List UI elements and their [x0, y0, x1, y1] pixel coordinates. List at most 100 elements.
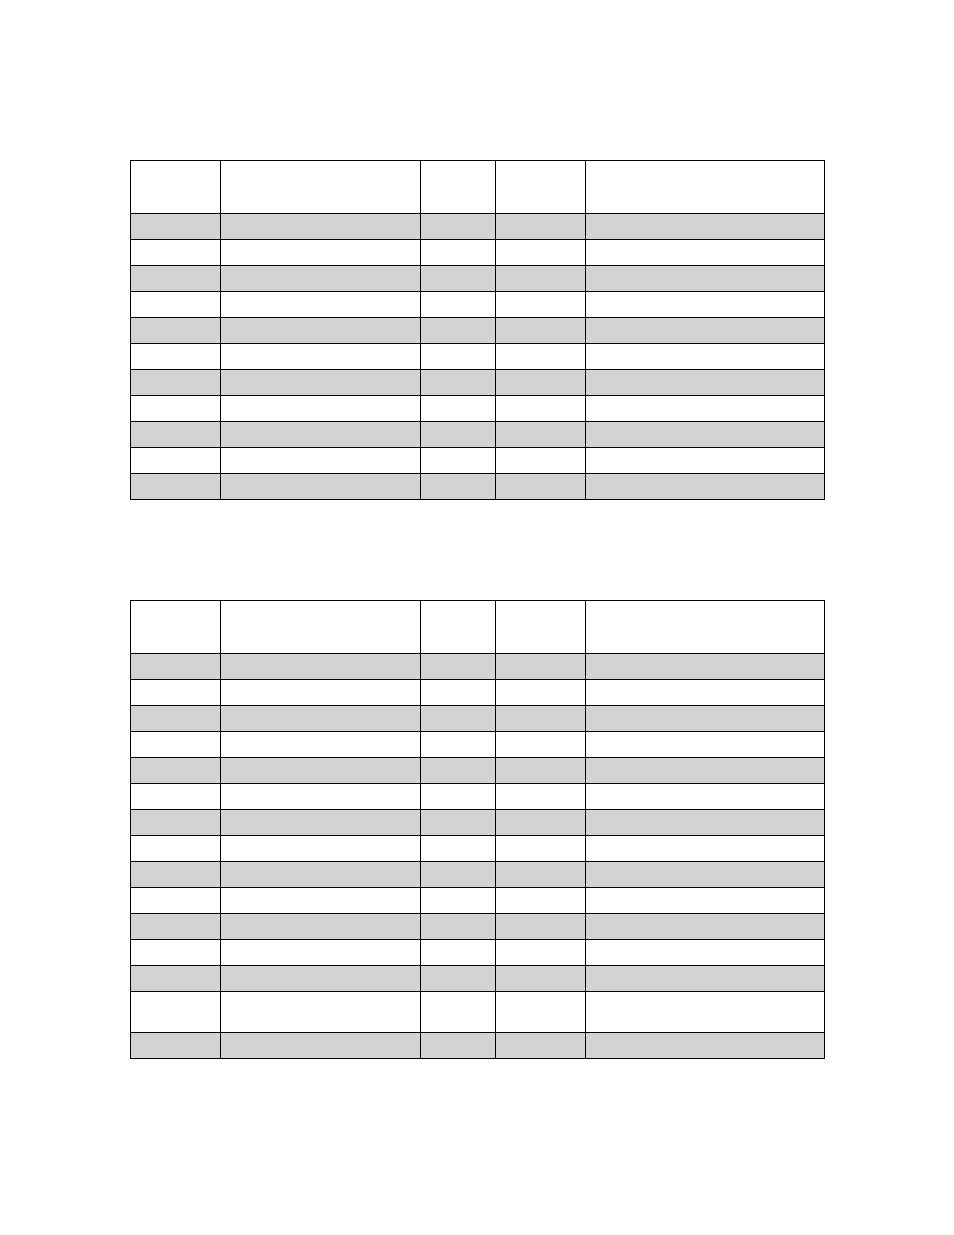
table-cell: [131, 370, 221, 396]
table-cell: [496, 680, 586, 706]
table-cell: [421, 370, 496, 396]
document-page: [0, 0, 954, 1235]
table-cell: [221, 266, 421, 292]
table-cell: [496, 474, 586, 500]
table-cell: [586, 914, 825, 940]
table-cell: [131, 240, 221, 266]
table-cell: [221, 784, 421, 810]
table-cell: [131, 422, 221, 448]
table-cell: [496, 706, 586, 732]
table-row: [131, 914, 825, 940]
table-cell: [421, 396, 496, 422]
table-cell: [586, 966, 825, 992]
table-cell: [586, 810, 825, 836]
table-cell: [131, 292, 221, 318]
table-cell: [496, 422, 586, 448]
table-cell: [421, 422, 496, 448]
table-row: [131, 161, 825, 214]
table-cell: [421, 706, 496, 732]
table-row: [131, 966, 825, 992]
table-cell: [221, 344, 421, 370]
table-cell: [421, 344, 496, 370]
table-cell: [221, 940, 421, 966]
table-cell: [496, 240, 586, 266]
table-cell: [496, 992, 586, 1033]
table-row: [131, 344, 825, 370]
table-cell: [131, 992, 221, 1033]
table-cell: [421, 966, 496, 992]
table-row: [131, 732, 825, 758]
table-cell: [221, 240, 421, 266]
table-row: [131, 758, 825, 784]
table-cell: [496, 448, 586, 474]
table-row: [131, 992, 825, 1033]
table-cell: [586, 448, 825, 474]
table-cell: [496, 966, 586, 992]
table-cell: [221, 318, 421, 344]
table-row: [131, 706, 825, 732]
table-cell: [496, 214, 586, 240]
table-cell: [221, 161, 421, 214]
table-row: [131, 292, 825, 318]
table-cell: [496, 601, 586, 654]
table-cell: [221, 214, 421, 240]
table-cell: [221, 914, 421, 940]
table-cell: [586, 992, 825, 1033]
table-cell: [221, 758, 421, 784]
table-row: [131, 396, 825, 422]
table-cell: [421, 214, 496, 240]
table-cell: [131, 706, 221, 732]
table-cell: [421, 784, 496, 810]
table-cell: [131, 601, 221, 654]
table-cell: [496, 888, 586, 914]
table-cell: [421, 448, 496, 474]
table-cell: [586, 292, 825, 318]
table-cell: [496, 862, 586, 888]
table-cell: [221, 474, 421, 500]
table-cell: [421, 836, 496, 862]
table-row: [131, 266, 825, 292]
table-cell: [131, 836, 221, 862]
table-cell: [421, 292, 496, 318]
table-row: [131, 422, 825, 448]
table-cell: [221, 706, 421, 732]
table-cell: [221, 992, 421, 1033]
table-row: [131, 940, 825, 966]
table-cell: [586, 214, 825, 240]
table-row: [131, 370, 825, 396]
table-cell: [586, 732, 825, 758]
table-cell: [131, 214, 221, 240]
table-cell: [496, 292, 586, 318]
table-cell: [131, 161, 221, 214]
table-cell: [586, 706, 825, 732]
table-cell: [221, 370, 421, 396]
table-cell: [496, 914, 586, 940]
table-cell: [421, 601, 496, 654]
table-cell: [421, 1033, 496, 1059]
table-cell: [421, 758, 496, 784]
table-cell: [496, 732, 586, 758]
table-cell: [131, 654, 221, 680]
table-cell: [496, 1033, 586, 1059]
table-row: [131, 836, 825, 862]
table-cell: [221, 888, 421, 914]
table-cell: [131, 448, 221, 474]
table-block-0: [130, 160, 824, 500]
table-cell: [221, 601, 421, 654]
table-cell: [421, 654, 496, 680]
table-cell: [586, 654, 825, 680]
table-cell: [131, 810, 221, 836]
table-cell: [221, 810, 421, 836]
table-row: [131, 888, 825, 914]
table-cell: [421, 318, 496, 344]
table-cell: [131, 914, 221, 940]
table-cell: [131, 266, 221, 292]
table-row: [131, 680, 825, 706]
table-cell: [496, 396, 586, 422]
table-cell: [421, 992, 496, 1033]
table-cell: [421, 266, 496, 292]
table-cell: [221, 654, 421, 680]
table-cell: [421, 940, 496, 966]
table-cell: [421, 914, 496, 940]
table-cell: [131, 940, 221, 966]
